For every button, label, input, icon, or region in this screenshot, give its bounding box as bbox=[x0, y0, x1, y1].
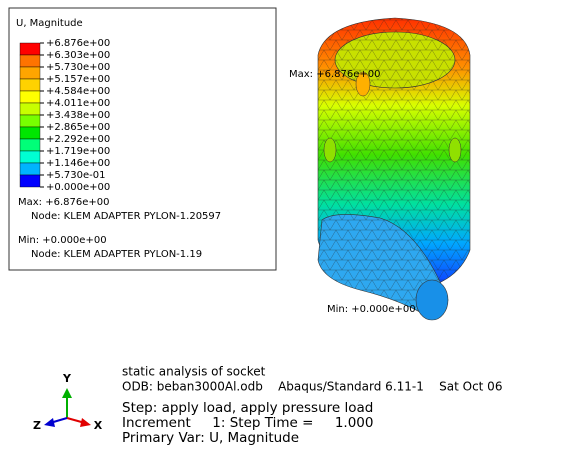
legend-swatch bbox=[20, 55, 40, 67]
info-odb: ODB: beban3000Al.odb Abaqus/Standard 6.1… bbox=[122, 380, 502, 394]
legend-max: Max: +6.876e+00 bbox=[18, 197, 109, 208]
legend-level: +5.157e+00 bbox=[46, 74, 110, 85]
legend-level: +3.438e+00 bbox=[46, 110, 110, 121]
legend-level: +4.011e+00 bbox=[46, 98, 110, 109]
viewport-min: Min: +0.000e+00 bbox=[327, 304, 416, 315]
triad-y: Y bbox=[62, 372, 72, 385]
legend-swatch bbox=[20, 79, 40, 91]
legend-swatch bbox=[20, 163, 40, 175]
legend-level: +0.000e+00 bbox=[46, 182, 110, 193]
legend-level: +5.730e-01 bbox=[46, 170, 106, 181]
info-title: static analysis of socket bbox=[122, 365, 266, 379]
legend-swatch bbox=[20, 103, 40, 115]
legend: +6.876e+00+6.303e+00+5.730e+00+5.157e+00… bbox=[20, 38, 110, 193]
legend-swatch bbox=[20, 43, 40, 55]
legend-min-node: Node: KLEM ADAPTER PYLON-1.19 bbox=[31, 249, 202, 260]
legend-level: +4.584e+00 bbox=[46, 86, 110, 97]
legend-level: +6.303e+00 bbox=[46, 50, 110, 61]
info-primary-var: Primary Var: U, Magnitude bbox=[122, 430, 299, 446]
legend-swatch bbox=[20, 151, 40, 163]
legend-swatch bbox=[20, 139, 40, 151]
legend-title: U, Magnitude bbox=[16, 18, 83, 29]
model bbox=[318, 18, 470, 320]
legend-max-node: Node: KLEM ADAPTER PYLON-1.20597 bbox=[31, 211, 221, 222]
triad bbox=[44, 388, 91, 427]
legend-min: Min: +0.000e+00 bbox=[18, 235, 107, 246]
triad-x: X bbox=[94, 419, 103, 432]
legend-swatch bbox=[20, 91, 40, 103]
legend-level: +2.292e+00 bbox=[46, 134, 110, 145]
legend-swatch bbox=[20, 115, 40, 127]
legend-swatch bbox=[20, 175, 40, 187]
legend-level: +6.876e+00 bbox=[46, 38, 110, 49]
legend-level: +1.719e+00 bbox=[46, 146, 110, 157]
info-step: Step: apply load, apply pressure load bbox=[122, 400, 373, 416]
legend-swatch bbox=[20, 127, 40, 139]
triad-z: Z bbox=[33, 419, 41, 432]
viewport-max: Max: +6.876e+00 bbox=[289, 69, 380, 80]
legend-swatch bbox=[20, 67, 40, 79]
legend-level: +5.730e+00 bbox=[46, 62, 110, 73]
viewport: U, Magnitude +6.876e+00+6.303e+00+5.730e… bbox=[0, 0, 567, 452]
legend-level: +2.865e+00 bbox=[46, 122, 110, 133]
info-increment: Increment 1: Step Time = 1.000 bbox=[122, 415, 373, 431]
legend-level: +1.146e+00 bbox=[46, 158, 110, 169]
